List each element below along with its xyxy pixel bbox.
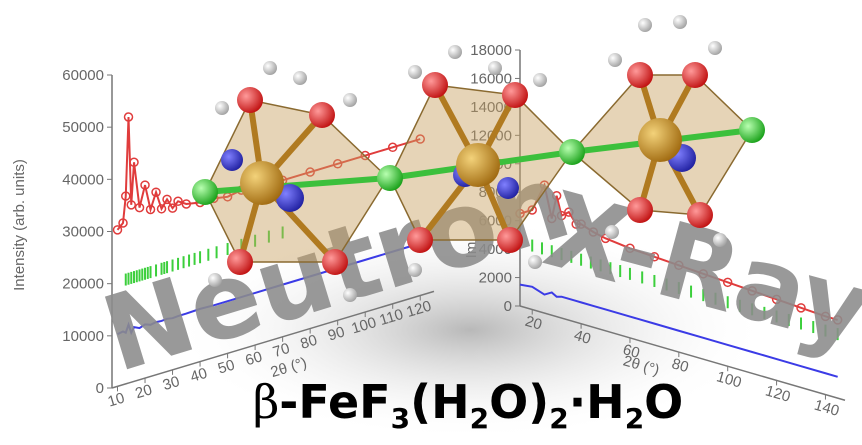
x-tick-label: 80 — [298, 332, 319, 353]
y-tick-label: 0 — [504, 298, 512, 315]
formula-part: (H — [410, 375, 470, 429]
x-tick-label: 20 — [523, 313, 544, 334]
observed-point — [747, 286, 757, 296]
observed-point — [151, 187, 161, 197]
y-tick-label: 60000 — [62, 67, 104, 84]
x-tick-label: 80 — [670, 355, 691, 376]
y-tick-label: 14000 — [470, 99, 512, 116]
observed-point — [625, 243, 635, 254]
observed-point — [305, 167, 315, 177]
x-tick-label: 70 — [271, 340, 292, 361]
observed-point — [360, 150, 370, 161]
observed-point — [156, 204, 167, 214]
formula-part: -FeF — [279, 375, 390, 429]
y-tick-label: 2000 — [479, 270, 512, 287]
x-tick-label: 100 — [715, 368, 744, 391]
observed-point — [564, 207, 574, 217]
formula-part: 2 — [470, 402, 489, 435]
formula-part: O — [644, 375, 683, 429]
formula-part: O) — [489, 375, 549, 429]
y-axis-label: Intensity (arb. units) — [11, 159, 28, 291]
formula-part: 2 — [549, 402, 568, 435]
formula-part: ·H — [569, 375, 625, 429]
observed-point — [588, 227, 599, 237]
pattern-line — [117, 242, 421, 336]
pattern-line — [519, 283, 838, 378]
x-tick-label: 20 — [133, 381, 154, 402]
observed-point — [167, 203, 178, 213]
observed-point — [649, 252, 660, 262]
observed-point — [173, 196, 183, 207]
x-tick-label: 140 — [812, 397, 841, 420]
x-tick-label: 10 — [106, 389, 127, 410]
x-tick-label: 60 — [243, 348, 264, 369]
x-tick-label: 120 — [405, 297, 434, 320]
observed-point — [515, 208, 525, 219]
y-tick-label: 30000 — [62, 224, 104, 241]
pattern-line — [519, 182, 838, 321]
y-axis-label: Im — [463, 242, 480, 259]
observed-point — [527, 205, 537, 215]
y-tick-label: 18000 — [470, 42, 512, 59]
x-tick-label: 110 — [378, 306, 406, 329]
x-axis — [519, 305, 846, 401]
y-tick-label: 10000 — [62, 328, 104, 345]
observed-point — [415, 134, 425, 144]
crystal-structure — [192, 15, 765, 302]
observed-point — [387, 142, 398, 153]
y-tick-label: 40000 — [62, 171, 104, 188]
observed-point — [162, 194, 172, 205]
formula: β-FeF3(H2O)2·H2O — [253, 375, 684, 435]
x-tick-label: 40 — [188, 365, 209, 386]
observed-point — [722, 277, 733, 288]
observed-point — [112, 225, 123, 235]
x-tick-label: 40 — [572, 327, 593, 348]
observed-point — [674, 260, 684, 271]
atoms — [192, 15, 765, 302]
observed-point — [832, 315, 843, 325]
x-tick-label: 30 — [161, 373, 182, 394]
x-tick-label: 50 — [216, 356, 237, 377]
observed-point — [332, 159, 343, 169]
observed-point — [820, 311, 831, 322]
y-tick-label: 0 — [96, 380, 104, 397]
x-tick-label: 60 — [621, 341, 642, 362]
formula-part: β — [253, 375, 280, 429]
formula-part: 2 — [625, 402, 644, 435]
observed-point — [698, 269, 709, 279]
x-tick-label: 100 — [349, 314, 378, 337]
y-tick-label: 50000 — [62, 119, 104, 136]
x-axis — [111, 290, 435, 389]
x-tick-label: 90 — [326, 323, 347, 344]
formula-part: 3 — [391, 402, 410, 435]
y-tick-label: 20000 — [62, 276, 104, 293]
pattern-line — [116, 116, 421, 231]
observed-point — [796, 303, 806, 313]
y-tick-label: 16000 — [470, 70, 512, 87]
x-tick-label: 120 — [763, 382, 792, 405]
observed-point — [771, 294, 782, 305]
